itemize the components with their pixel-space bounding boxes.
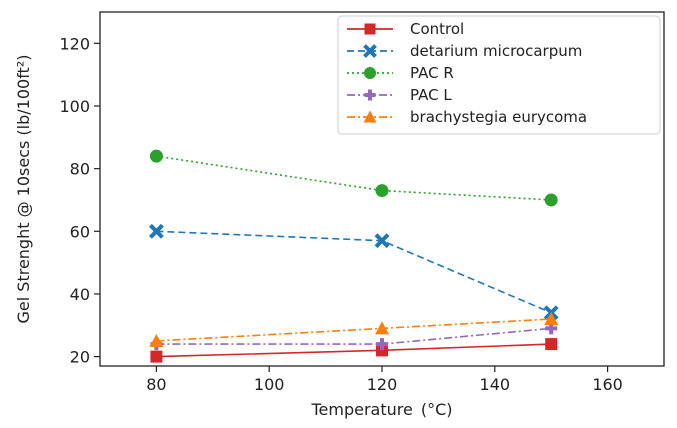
legend-marker-pac-l <box>364 89 376 101</box>
legend-marker-pac-r <box>364 67 376 79</box>
x-axis-label: Temperature (°C) <box>310 400 452 419</box>
legend: Control detarium microcarpum PAC R PAC L bra… <box>337 15 661 135</box>
legend-label-pac-l: PAC L <box>410 86 452 104</box>
x-tick-label: 120 <box>367 375 398 394</box>
x-tick-label: 80 <box>146 375 166 394</box>
y-tick-label: 60 <box>70 222 90 241</box>
y-tick-label: 100 <box>59 97 90 116</box>
data-point-detarium-microcarpum <box>148 223 164 239</box>
data-point-pac-l <box>376 338 388 351</box>
series-line-pac-r <box>156 155 552 201</box>
data-point-pac-r <box>375 184 389 198</box>
data-point-control <box>545 338 558 351</box>
x-tick-label: 100 <box>254 375 285 394</box>
y-tick-label: 120 <box>59 34 90 53</box>
series-line-control <box>156 343 552 358</box>
y-tick-label: 20 <box>70 348 90 367</box>
data-point-brachystegia-eurycoma <box>544 312 559 326</box>
data-point-brachystegia-eurycoma <box>375 321 389 335</box>
series-line-detarium-microcarpum <box>156 230 552 314</box>
x-axis: 80 100 120 140 160 <box>146 366 623 394</box>
series-line-brachystegia-eurycoma <box>156 318 552 342</box>
legend-marker-control <box>364 23 376 35</box>
legend-label-brachystegia-eurycoma: brachystegia eurycoma <box>410 108 587 126</box>
series-layer <box>148 149 559 363</box>
legend-box <box>337 15 661 135</box>
legend-label-detarium-microcarpum: detarium microcarpum <box>410 42 582 60</box>
data-point-pac-r <box>544 193 558 207</box>
legend-label-control: Control <box>410 20 464 38</box>
data-point-pac-r <box>149 149 163 163</box>
data-point-control <box>376 344 388 357</box>
legend-marker-brachystegia-eurycoma <box>363 110 377 123</box>
y-tick-label: 80 <box>70 160 90 179</box>
y-tick-label: 40 <box>70 285 90 304</box>
y-axis: 20 40 60 80 100 120 <box>59 34 100 367</box>
x-tick-label: 160 <box>592 375 623 394</box>
data-point-brachystegia-eurycoma <box>149 333 164 347</box>
data-point-detarium-microcarpum <box>374 233 390 249</box>
data-point-control <box>150 350 163 363</box>
legend-label-pac-r: PAC R <box>410 64 454 82</box>
y-axis-label: Gel Strenght @ 10secs (lb/100ft²) <box>14 55 33 324</box>
x-tick-label: 140 <box>480 375 511 394</box>
legend-marker-detarium-microcarpum <box>363 44 377 58</box>
